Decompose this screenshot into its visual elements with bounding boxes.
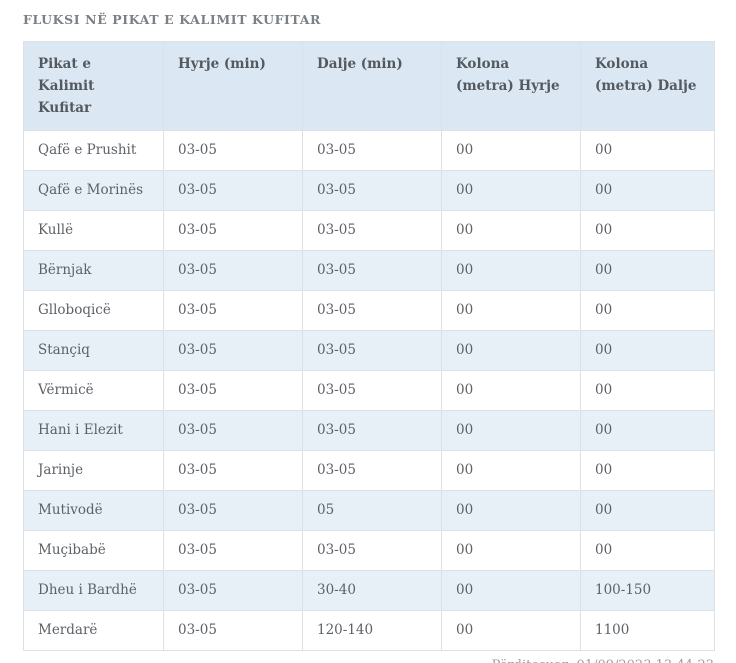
table-row: Mutivodë 03-05 05 00 00 [23, 490, 715, 531]
col-header-kolona-dalje: Kolona (metra) Dalje [580, 41, 715, 131]
table-row: Jarinje 03-05 03-05 00 00 [23, 450, 715, 491]
cell-dalje-min: 03-05 [302, 410, 442, 451]
table-row: Qafë e Prushit 03-05 03-05 00 00 [23, 130, 715, 171]
cell-kolona-dalje: 00 [580, 450, 715, 491]
cell-crossing-name: Qafë e Morinës [23, 170, 164, 211]
cell-kolona-dalje: 1100 [580, 610, 715, 651]
cell-kolona-dalje: 00 [580, 530, 715, 571]
page-title: FLUKSI NË PIKAT E KALIMIT KUFITAR [23, 12, 322, 27]
cell-crossing-name: Kullë [23, 210, 164, 251]
cell-hyrje-min: 03-05 [163, 250, 303, 291]
table-row: Vërmicë 03-05 03-05 00 00 [23, 370, 715, 411]
col-header-kolona-hyrje: Kolona (metra) Hyrje [441, 41, 581, 131]
cell-crossing-name: Muçibabë [23, 530, 164, 571]
cell-crossing-name: Glloboqicë [23, 290, 164, 331]
cell-dalje-min: 03-05 [302, 210, 442, 251]
cell-crossing-name: Bërnjak [23, 250, 164, 291]
cell-kolona-dalje: 00 [580, 370, 715, 411]
cell-hyrje-min: 03-05 [163, 290, 303, 331]
cell-kolona-hyrje: 00 [441, 290, 581, 331]
cell-dalje-min: 05 [302, 490, 442, 531]
table-row: Qafë e Morinës 03-05 03-05 00 00 [23, 170, 715, 211]
cell-hyrje-min: 03-05 [163, 570, 303, 611]
cell-crossing-name: Jarinje [23, 450, 164, 491]
cell-kolona-hyrje: 00 [441, 490, 581, 531]
table-row: Dheu i Bardhë 03-05 30-40 00 100-150 [23, 570, 715, 611]
cell-kolona-hyrje: 00 [441, 450, 581, 491]
cell-kolona-hyrje: 00 [441, 250, 581, 291]
cell-hyrje-min: 03-05 [163, 210, 303, 251]
table-row: Hani i Elezit 03-05 03-05 00 00 [23, 410, 715, 451]
cell-kolona-dalje: 00 [580, 170, 715, 211]
cell-hyrje-min: 03-05 [163, 490, 303, 531]
cell-kolona-hyrje: 00 [441, 330, 581, 371]
cell-hyrje-min: 03-05 [163, 170, 303, 211]
col-header-hyrje-min: Hyrje (min) [163, 41, 303, 131]
cell-kolona-dalje: 00 [580, 490, 715, 531]
cell-crossing-name: Dheu i Bardhë [23, 570, 164, 611]
cell-kolona-hyrje: 00 [441, 610, 581, 651]
table-row: Stançiq 03-05 03-05 00 00 [23, 330, 715, 371]
cell-hyrje-min: 03-05 [163, 530, 303, 571]
cell-kolona-hyrje: 00 [441, 130, 581, 171]
cell-dalje-min: 03-05 [302, 450, 442, 491]
cell-hyrje-min: 03-05 [163, 330, 303, 371]
cell-dalje-min: 03-05 [302, 130, 442, 171]
cell-kolona-dalje: 00 [580, 130, 715, 171]
cell-crossing-name: Hani i Elezit [23, 410, 164, 451]
cell-crossing-name: Vërmicë [23, 370, 164, 411]
table-row: Kullë 03-05 03-05 00 00 [23, 210, 715, 251]
cell-crossing-name: Stançiq [23, 330, 164, 371]
cell-crossing-name: Merdarë [23, 610, 164, 651]
cell-kolona-hyrje: 00 [441, 410, 581, 451]
table-header-row: Pikat e Kalimit Kufitar Hyrje (min) Dalj… [23, 41, 715, 131]
cell-kolona-dalje: 100-150 [580, 570, 715, 611]
table-row: Merdarë 03-05 120-140 00 1100 [23, 610, 715, 651]
cell-dalje-min: 03-05 [302, 330, 442, 371]
cell-kolona-hyrje: 00 [441, 210, 581, 251]
cell-dalje-min: 03-05 [302, 370, 442, 411]
table-row: Bërnjak 03-05 03-05 00 00 [23, 250, 715, 291]
cell-kolona-dalje: 00 [580, 410, 715, 451]
updated-timestamp: Përditesuar: 01/09/2023 13:44:23 [23, 658, 714, 663]
cell-kolona-hyrje: 00 [441, 370, 581, 411]
table-row: Muçibabë 03-05 03-05 00 00 [23, 530, 715, 571]
cell-hyrje-min: 03-05 [163, 610, 303, 651]
cell-kolona-hyrje: 00 [441, 530, 581, 571]
cell-hyrje-min: 03-05 [163, 370, 303, 411]
cell-dalje-min: 03-05 [302, 250, 442, 291]
cell-kolona-dalje: 00 [580, 250, 715, 291]
table-row: Glloboqicë 03-05 03-05 00 00 [23, 290, 715, 331]
cell-dalje-min: 03-05 [302, 530, 442, 571]
col-header-dalje-min: Dalje (min) [302, 41, 442, 131]
cell-dalje-min: 30-40 [302, 570, 442, 611]
cell-hyrje-min: 03-05 [163, 130, 303, 171]
cell-kolona-dalje: 00 [580, 290, 715, 331]
cell-dalje-min: 03-05 [302, 290, 442, 331]
col-header-pikat-e-kalimit: Pikat e Kalimit Kufitar [23, 41, 164, 131]
cell-hyrje-min: 03-05 [163, 410, 303, 451]
border-crossing-table: Pikat e Kalimit Kufitar Hyrje (min) Dalj… [23, 41, 715, 651]
cell-kolona-dalje: 00 [580, 210, 715, 251]
cell-dalje-min: 03-05 [302, 170, 442, 211]
cell-kolona-hyrje: 00 [441, 570, 581, 611]
cell-crossing-name: Mutivodë [23, 490, 164, 531]
cell-crossing-name: Qafë e Prushit [23, 130, 164, 171]
cell-dalje-min: 120-140 [302, 610, 442, 651]
cell-hyrje-min: 03-05 [163, 450, 303, 491]
cell-kolona-dalje: 00 [580, 330, 715, 371]
cell-kolona-hyrje: 00 [441, 170, 581, 211]
